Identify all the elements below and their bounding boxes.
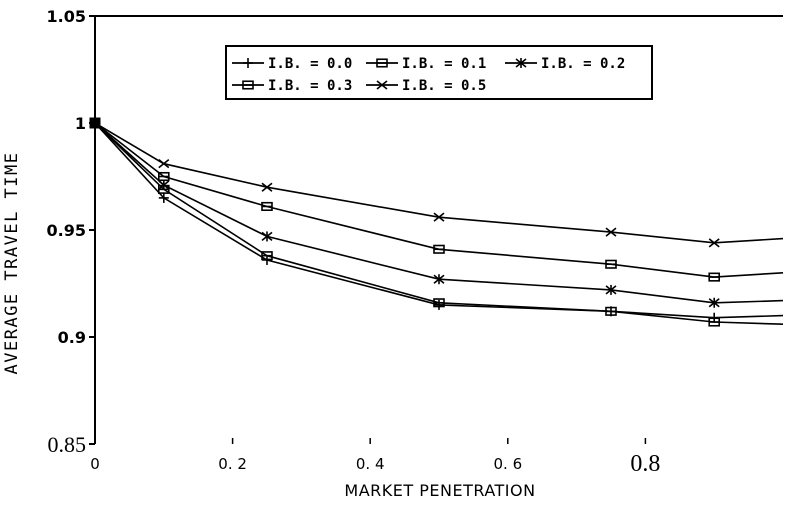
y-axis-ticks: 0.85 0.9 0.95 1 1.05 xyxy=(47,7,95,457)
data-point-marker xyxy=(708,297,720,308)
legend-box xyxy=(225,45,653,100)
x-tick-label: 0.8 xyxy=(630,451,660,477)
y-tick-label: 0.85 xyxy=(48,432,87,457)
y-axis-label: AVERAGE TRAVEL TIME xyxy=(2,152,22,375)
legend-entry-3: I.B. = 0.3 xyxy=(232,78,352,94)
legend-label: I.B. = 0.5 xyxy=(402,78,486,94)
data-point-marker xyxy=(515,58,527,68)
y-tick-label: 1.05 xyxy=(47,7,86,26)
data-point-marker xyxy=(708,238,720,248)
legend-label: I.B. = 0.2 xyxy=(541,56,625,72)
series-line-1 xyxy=(94,122,784,325)
data-point-marker xyxy=(433,274,445,285)
series-markers xyxy=(89,117,721,327)
legend-label: I.B. = 0.1 xyxy=(402,56,486,72)
data-point-marker xyxy=(242,80,254,90)
data-point-marker xyxy=(261,231,273,242)
data-point-marker xyxy=(158,192,169,203)
y-tick-label: 1 xyxy=(75,114,86,133)
data-point-marker xyxy=(261,182,273,192)
x-tick-label: 0 xyxy=(90,455,100,473)
series-line-0 xyxy=(94,122,784,319)
x-tick-label: 0. 6 xyxy=(493,455,522,473)
x-tick-label: 0. 4 xyxy=(356,455,385,473)
x-axis-label: MARKET PENETRATION xyxy=(344,481,535,500)
data-point-marker xyxy=(376,58,388,68)
data-point-marker xyxy=(376,80,388,90)
data-point-marker xyxy=(605,284,617,295)
legend-entry-0: I.B. = 0.0 xyxy=(232,56,352,72)
data-point-marker xyxy=(433,244,445,254)
legend-entry-1: I.B. = 0.1 xyxy=(366,56,486,72)
data-point-marker xyxy=(605,259,617,269)
series-line-4 xyxy=(94,122,784,244)
data-point-marker xyxy=(261,251,273,261)
y-tick-label: 0.9 xyxy=(58,328,86,347)
data-point-marker xyxy=(158,171,170,182)
data-point-marker xyxy=(605,306,617,316)
data-point-marker xyxy=(158,159,170,169)
y-tick-label: 0.95 xyxy=(47,221,86,240)
data-point-marker xyxy=(434,299,444,310)
data-point-marker xyxy=(708,272,721,282)
data-point-marker xyxy=(243,58,253,68)
origin-marker xyxy=(89,117,101,129)
legend: I.B. = 0.0 I.B. = 0.1 I.B. = 0.2 I.B. = 0.3… xyxy=(225,45,653,100)
series-line-3 xyxy=(94,122,784,278)
data-point-marker xyxy=(433,212,445,222)
data-point-marker xyxy=(708,317,721,327)
data-point-marker xyxy=(261,201,273,212)
data-point-marker xyxy=(158,180,170,191)
legend-label: I.B. = 0.0 xyxy=(268,56,352,72)
data-point-marker xyxy=(605,227,617,237)
legend-entry-2: I.B. = 0.2 xyxy=(505,56,625,72)
x-tick-label: 0. 2 xyxy=(218,455,247,473)
series-lines xyxy=(94,122,784,325)
x-axis-ticks: 0 0. 2 0. 4 0. 6 0.8 xyxy=(90,438,660,477)
legend-entry-4: I.B. = 0.5 xyxy=(366,78,486,94)
legend-label: I.B. = 0.3 xyxy=(268,78,352,94)
data-point-marker xyxy=(433,298,445,308)
